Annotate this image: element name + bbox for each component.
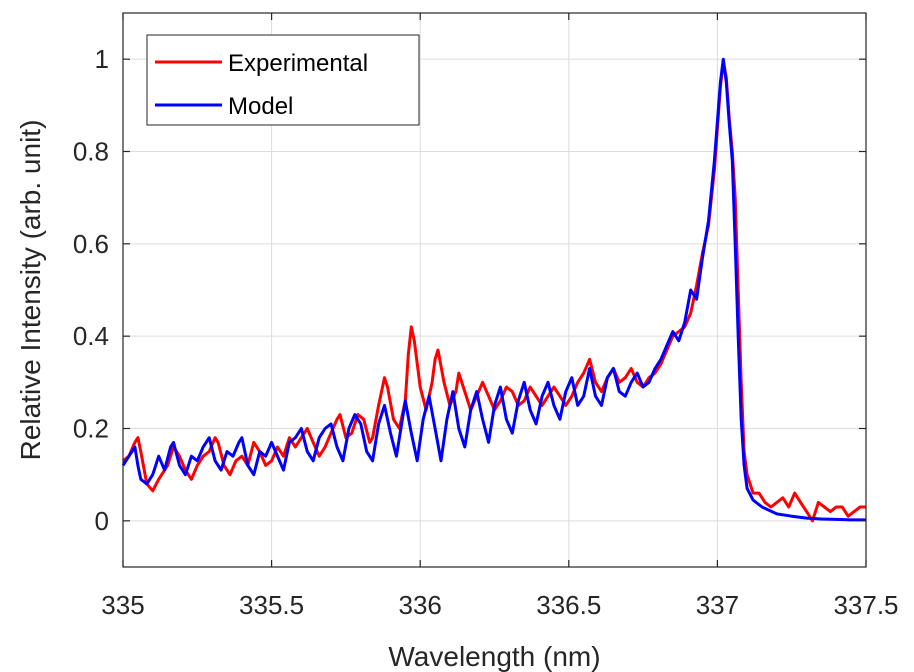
y-axis-title: Relative Intensity (arb. unit)	[15, 120, 46, 461]
x-tick-label: 335	[101, 590, 144, 620]
y-tick-label: 0.2	[73, 414, 109, 444]
series-lines	[121, 57, 866, 523]
y-tick-labels: 0 0.2 0.4 0.6 0.8 1	[73, 44, 109, 536]
x-tick-label: 335.5	[239, 590, 304, 620]
series-line-experimental	[122, 60, 866, 523]
x-tick-label: 336.5	[536, 590, 601, 620]
y-tick-label: 1	[95, 44, 109, 74]
x-tick-labels: 335 335.5 336 336.5 337 337.5	[101, 590, 898, 620]
y-tick-label: 0.4	[73, 321, 109, 351]
x-tick-label: 337	[696, 590, 739, 620]
legend-label-model: Model	[228, 93, 293, 120]
tick-marks	[122, 13, 867, 567]
y-tick-label: 0.8	[73, 137, 109, 167]
x-tick-label: 337.5	[833, 590, 898, 620]
x-tick-label: 336	[399, 590, 442, 620]
y-tick-label: 0	[95, 506, 109, 536]
legend-label-experimental: Experimental	[228, 50, 368, 77]
legend: Experimental Model	[146, 34, 420, 126]
y-tick-label: 0.6	[73, 229, 109, 259]
axes-frame	[122, 12, 867, 568]
series-line-model	[121, 57, 866, 522]
legend-box	[146, 34, 420, 126]
x-axis-title: Wavelength (nm)	[388, 641, 600, 672]
